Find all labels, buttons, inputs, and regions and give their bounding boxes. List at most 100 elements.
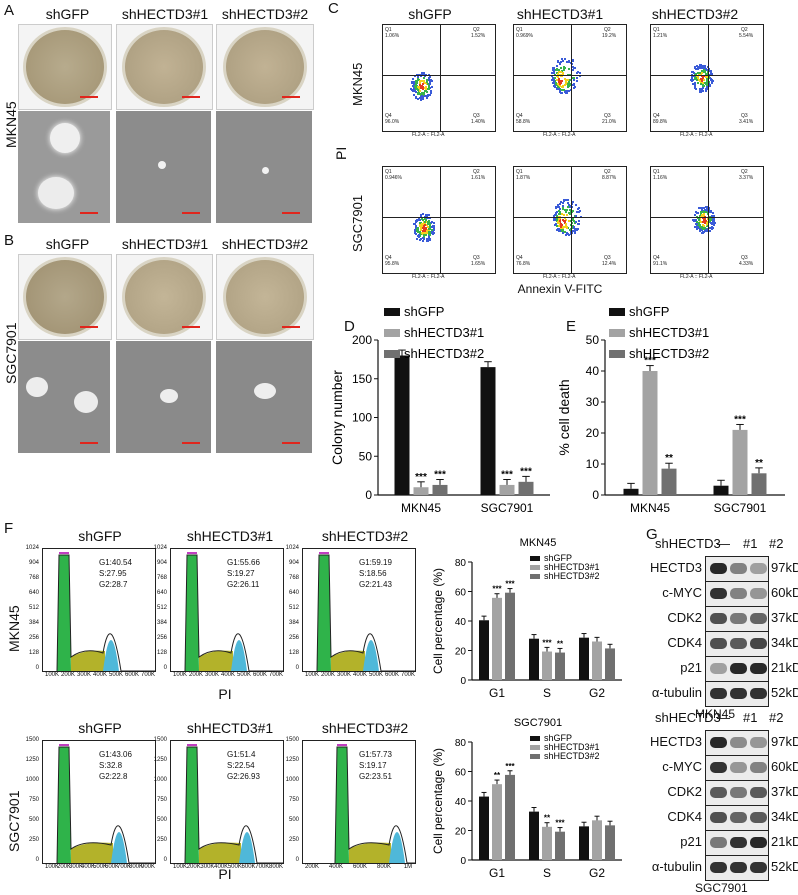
dot bbox=[429, 217, 432, 220]
bar bbox=[394, 355, 410, 495]
dot bbox=[571, 69, 574, 72]
hist-y-tick: 500 bbox=[28, 817, 39, 823]
band bbox=[730, 737, 747, 748]
band bbox=[730, 588, 747, 599]
dot bbox=[555, 222, 557, 225]
dot bbox=[432, 228, 435, 231]
significance-label: *** bbox=[501, 470, 513, 481]
hist-y-tick: 750 bbox=[288, 797, 299, 803]
dot bbox=[431, 225, 434, 228]
flow-x-label: Annexin V-FITC bbox=[517, 282, 603, 296]
hist-y-tick: 128 bbox=[156, 650, 167, 656]
bar bbox=[579, 826, 589, 860]
dot bbox=[578, 207, 581, 210]
dot bbox=[426, 95, 429, 98]
g1-peak bbox=[317, 555, 331, 671]
dot bbox=[553, 69, 556, 72]
dot bbox=[577, 223, 580, 225]
dot bbox=[558, 63, 561, 65]
band bbox=[730, 613, 747, 624]
hist-x-tick: 400K bbox=[92, 672, 107, 678]
dot bbox=[706, 72, 709, 75]
dot bbox=[555, 83, 558, 86]
dot bbox=[416, 88, 419, 91]
dot bbox=[553, 217, 556, 220]
dot bbox=[423, 94, 426, 97]
dot bbox=[702, 70, 705, 72]
quadrant-line-v bbox=[440, 167, 441, 273]
g1-peak bbox=[57, 747, 71, 863]
cycle-phase-values: G1:59.19 S:18.56 G2:21.43 bbox=[359, 558, 392, 589]
dot-plot: Q1 0.969% Q2 19.2% Q4 58.8% Q3 21.0% bbox=[513, 24, 627, 132]
dot bbox=[702, 225, 705, 227]
dot bbox=[422, 232, 425, 235]
significance-label: ** bbox=[557, 639, 564, 648]
dot bbox=[556, 83, 559, 86]
dot bbox=[422, 231, 425, 234]
blot-row bbox=[705, 631, 769, 657]
significance-label: *** bbox=[520, 466, 532, 477]
dot bbox=[699, 227, 702, 230]
dot bbox=[422, 240, 425, 243]
hist-x-tick: 800K bbox=[268, 864, 283, 870]
dot bbox=[550, 71, 553, 74]
dot bbox=[429, 223, 432, 226]
dot bbox=[418, 78, 421, 81]
legend-swatch bbox=[530, 574, 540, 579]
hist-y-tick: 904 bbox=[28, 560, 39, 566]
y-tick-label: 60 bbox=[455, 768, 467, 779]
g2-peak bbox=[239, 832, 255, 863]
dot bbox=[561, 60, 564, 63]
y-tick-label: 20 bbox=[586, 426, 600, 440]
q1-value: 0.946% bbox=[385, 175, 402, 181]
dot bbox=[427, 82, 429, 85]
dot bbox=[565, 83, 568, 86]
legend-swatch bbox=[530, 745, 540, 750]
dot bbox=[414, 230, 417, 233]
y-tick-label: 80 bbox=[455, 558, 467, 569]
quadrant-line-h bbox=[651, 217, 763, 218]
dot bbox=[564, 81, 567, 84]
dot bbox=[708, 219, 711, 222]
dot bbox=[567, 202, 569, 204]
hist-y-tick: 750 bbox=[28, 797, 39, 803]
g1-peak bbox=[335, 747, 349, 863]
dot bbox=[559, 203, 562, 206]
dot bbox=[576, 227, 579, 230]
blot-cell-line: SGC7901 bbox=[695, 881, 748, 895]
dot bbox=[564, 89, 567, 92]
dot bbox=[419, 232, 421, 234]
histogram: G1:40.54 S:27.95 G2:28.7 bbox=[42, 548, 156, 672]
hist-y-tick: 256 bbox=[288, 635, 299, 641]
dot bbox=[569, 229, 571, 232]
q1-value: 1.21% bbox=[653, 33, 668, 39]
y-axis-label: Colony number bbox=[330, 370, 345, 465]
dot bbox=[416, 227, 419, 230]
hist-y-tick: 500 bbox=[288, 817, 299, 823]
header-shhectd3-1-b: shHECTD3#1 bbox=[121, 236, 209, 252]
dot bbox=[690, 75, 693, 78]
lane-label: #1 bbox=[743, 536, 758, 551]
bar bbox=[579, 637, 589, 680]
q2-value: 1.61% bbox=[471, 175, 486, 181]
dot bbox=[422, 219, 425, 222]
hist-y-tick: 0 bbox=[35, 665, 39, 671]
dot bbox=[698, 227, 701, 230]
dot bbox=[425, 85, 428, 88]
histogram: G1:51.4 S:22.54 G2:26.93 bbox=[170, 740, 284, 864]
quadrant-line-v bbox=[571, 167, 572, 273]
histogram-curves bbox=[56, 744, 155, 863]
dish-sgc7901-shhectd3-1 bbox=[116, 254, 213, 340]
dot bbox=[559, 87, 562, 90]
hist-y-tick: 1250 bbox=[25, 757, 39, 763]
dot bbox=[427, 235, 430, 237]
panel-label-c: C bbox=[328, 0, 339, 17]
dot bbox=[705, 211, 708, 213]
dot bbox=[421, 223, 424, 225]
dot bbox=[693, 213, 696, 216]
dot bbox=[414, 75, 417, 78]
significance-label: *** bbox=[505, 580, 515, 589]
dot bbox=[420, 75, 423, 78]
histogram: G1:59.19 S:18.56 G2:21.43 bbox=[302, 548, 416, 672]
dot bbox=[704, 75, 707, 78]
